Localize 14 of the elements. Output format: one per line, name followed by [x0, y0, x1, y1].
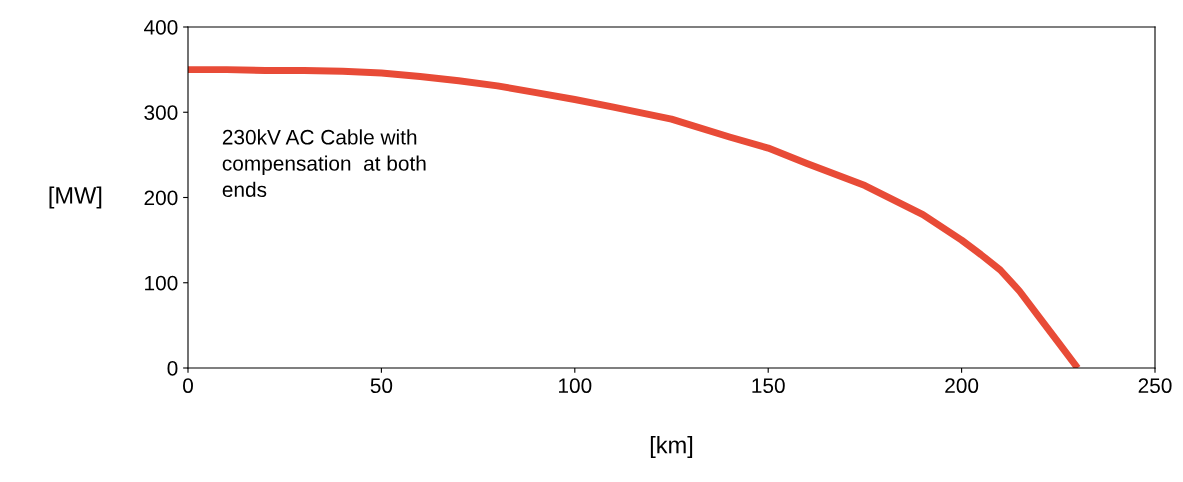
x-tick-label: 100 [559, 378, 592, 394]
y-tick-label: 100 [145, 275, 178, 291]
x-axis-title: [km] [650, 436, 693, 459]
y-tick-label: 300 [144, 105, 178, 120]
y-axis-title: [MW] [49, 186, 102, 209]
x-tick-label: 250 [1138, 378, 1172, 394]
x-tick-label: 200 [945, 378, 979, 394]
annotation: 230kV AC Cable with compensation at both ends [222, 129, 426, 198]
x-tick-label: 50 [370, 378, 393, 394]
x-tick-label: 0 [183, 378, 193, 394]
y-tick-label: 200 [144, 190, 178, 206]
y-tick-label: 400 [144, 20, 178, 35]
x-tick-label: 150 [752, 378, 785, 394]
y-tick-label: 0 [167, 361, 178, 376]
